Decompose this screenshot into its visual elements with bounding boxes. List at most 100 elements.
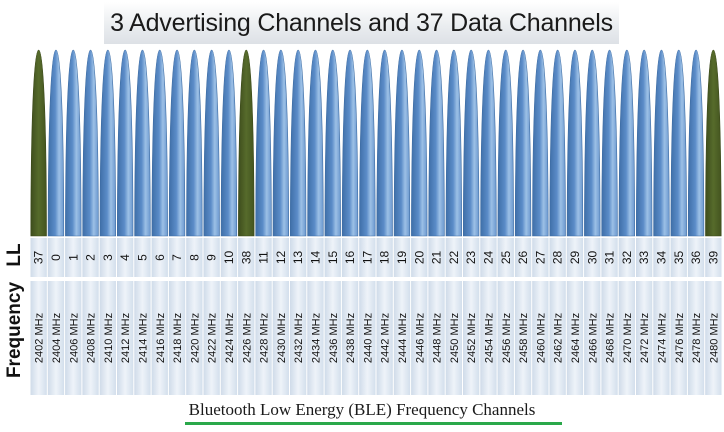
advertising-channel-arch — [238, 49, 255, 237]
frequency-cell — [134, 281, 151, 395]
data-channel-arch — [618, 49, 636, 237]
frequency-cell — [307, 281, 324, 395]
frequency-cell — [428, 281, 445, 395]
ll-channel-number: 10 — [222, 251, 236, 265]
ll-channel-number: 14 — [308, 251, 322, 265]
ll-cell — [687, 238, 705, 277]
ll-cell — [134, 238, 151, 277]
channel-frequency: 2446 MHz — [414, 313, 426, 363]
data-channel-arch — [549, 49, 566, 237]
ll-cell — [566, 238, 584, 277]
ll-cell — [705, 238, 722, 277]
frequency-cell — [636, 281, 653, 395]
data-channel-arch — [359, 49, 376, 237]
channel-frequency: 2438 MHz — [345, 313, 357, 363]
data-channel-arch — [445, 49, 463, 237]
ll-cell — [186, 238, 203, 277]
channel-frequency: 2466 MHz — [587, 313, 599, 363]
frequency-cell — [82, 281, 99, 395]
advertising-channel-arch — [30, 49, 47, 237]
channel-frequency: 2420 MHz — [189, 313, 201, 363]
ll-channel-number: 34 — [654, 251, 668, 265]
ll-channel-number: 37 — [32, 251, 46, 265]
ll-cell — [618, 238, 635, 277]
channel-frequency: 2458 MHz — [518, 313, 530, 363]
frequency-cell — [290, 281, 307, 395]
frequency-cell — [324, 281, 341, 395]
ll-cell — [514, 238, 532, 277]
caption: Bluetooth Low Energy (BLE) Frequency Cha… — [188, 400, 536, 419]
channel-frequency: 2442 MHz — [380, 313, 392, 363]
channel-frequency: 2436 MHz — [328, 313, 340, 363]
ll-cell — [445, 238, 462, 277]
ll-cell — [497, 238, 514, 277]
ll-cell — [636, 238, 653, 277]
data-channel-arch — [289, 49, 307, 237]
frequency-cell — [341, 281, 359, 395]
channel-frequency: 2450 MHz — [449, 313, 461, 363]
ll-cell — [151, 238, 168, 277]
frequency-cell — [393, 281, 411, 395]
ll-channel-number: 35 — [672, 251, 686, 265]
data-channel-arch — [532, 49, 549, 237]
ll-channel-number: 33 — [637, 251, 651, 265]
ll-channel-number: 11 — [257, 251, 271, 264]
ll-channel-number: 4 — [118, 254, 132, 261]
channel-frequency: 2478 MHz — [691, 313, 703, 363]
ll-channel-number: 19 — [395, 251, 409, 265]
ll-cell — [549, 238, 566, 277]
data-channel-arch — [65, 49, 82, 237]
ll-cell — [272, 238, 289, 277]
data-channel-arch — [653, 49, 670, 237]
advertising-channel-arch — [705, 49, 722, 237]
data-channel-arch — [99, 49, 117, 237]
frequency-cell — [480, 281, 497, 395]
ll-cell — [238, 238, 255, 277]
ll-cell — [220, 238, 238, 277]
channel-frequency: 2406 MHz — [68, 313, 80, 363]
frequency-cell — [272, 281, 289, 395]
channel-frequency: 2448 MHz — [432, 313, 444, 363]
ll-channel-number: 8 — [187, 254, 201, 261]
caption-underline — [185, 422, 562, 425]
channel-frequency: 2402 MHz — [34, 313, 46, 363]
ll-channel-number: 31 — [603, 251, 617, 265]
channel-frequency: 2422 MHz — [207, 313, 219, 363]
data-channel-arch — [220, 49, 238, 237]
ll-cell — [117, 238, 134, 277]
frequency-cell — [670, 281, 687, 395]
ll-channel-number: 15 — [326, 251, 340, 265]
ll-cell — [65, 238, 82, 277]
frequency-cell — [255, 281, 272, 395]
ll-cell — [376, 238, 393, 277]
frequency-cell — [65, 281, 82, 395]
ll-channel-number: 6 — [153, 254, 167, 261]
ll-cell — [584, 238, 601, 277]
channel-frequency: 2430 MHz — [276, 313, 288, 363]
frequency-cell — [376, 281, 393, 395]
ll-channel-number: 1 — [66, 254, 80, 261]
ll-cell — [532, 238, 549, 277]
channel-frequency: 2460 MHz — [535, 313, 547, 363]
ll-cell — [428, 238, 445, 277]
frequency-cell — [566, 281, 584, 395]
ll-cell — [324, 238, 341, 277]
channel-frequency: 2470 MHz — [622, 313, 634, 363]
ll-channel-number: 9 — [205, 254, 219, 261]
frequency-cell — [514, 281, 532, 395]
frequency-cell — [705, 281, 722, 395]
data-channel-arch — [341, 49, 359, 237]
frequency-cell — [532, 281, 549, 395]
ll-channel-number: 29 — [568, 251, 582, 265]
ll-channel-number: 22 — [447, 251, 461, 265]
channel-frequency: 2464 MHz — [570, 313, 582, 363]
ll-channel-number: 13 — [291, 251, 305, 265]
channel-frequency: 2434 MHz — [310, 313, 322, 363]
data-channel-arch — [168, 49, 186, 237]
data-channel-arch — [116, 49, 134, 237]
channel-frequency: 2404 MHz — [51, 313, 63, 363]
data-channel-arch — [272, 49, 290, 237]
ll-channel-number: 12 — [274, 251, 288, 265]
ll-cell — [255, 238, 272, 277]
ll-channel-number: 3 — [101, 254, 115, 261]
